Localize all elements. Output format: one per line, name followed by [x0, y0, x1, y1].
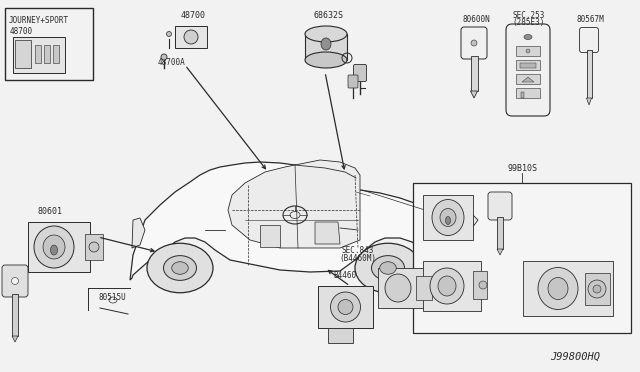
- Text: 48700: 48700: [10, 27, 33, 36]
- FancyBboxPatch shape: [506, 24, 550, 116]
- Text: 99B10S: 99B10S: [507, 164, 537, 173]
- Text: 80515U: 80515U: [98, 293, 126, 302]
- Ellipse shape: [538, 267, 578, 310]
- Bar: [175, 26, 207, 48]
- Bar: [497, 217, 503, 249]
- FancyBboxPatch shape: [488, 192, 512, 220]
- Text: SEC.253: SEC.253: [513, 11, 545, 20]
- Bar: [416, 276, 432, 300]
- Ellipse shape: [526, 49, 530, 53]
- Ellipse shape: [43, 235, 65, 259]
- Ellipse shape: [166, 32, 172, 36]
- Ellipse shape: [161, 54, 167, 60]
- Bar: [15, 40, 31, 68]
- Ellipse shape: [438, 276, 456, 296]
- Bar: [521, 92, 524, 98]
- Ellipse shape: [440, 208, 456, 227]
- Polygon shape: [315, 222, 340, 244]
- Bar: [305, 34, 347, 60]
- Ellipse shape: [89, 242, 99, 252]
- Polygon shape: [130, 162, 478, 280]
- Ellipse shape: [471, 40, 477, 46]
- Ellipse shape: [51, 245, 58, 255]
- Ellipse shape: [548, 278, 568, 299]
- Text: 48700: 48700: [180, 11, 205, 20]
- Ellipse shape: [12, 278, 19, 285]
- Bar: [35, 45, 41, 63]
- Ellipse shape: [588, 280, 606, 298]
- Ellipse shape: [432, 199, 464, 235]
- Text: 68632S: 68632S: [313, 11, 343, 20]
- Bar: [516, 88, 540, 98]
- Bar: [12, 294, 18, 336]
- Text: (B4460M): (B4460M): [339, 254, 376, 263]
- Polygon shape: [12, 336, 18, 342]
- Text: J99800HQ: J99800HQ: [550, 352, 600, 362]
- Ellipse shape: [172, 262, 188, 274]
- Bar: [53, 45, 59, 63]
- Ellipse shape: [305, 52, 347, 68]
- FancyBboxPatch shape: [348, 75, 358, 88]
- Ellipse shape: [330, 292, 360, 322]
- Text: B4460: B4460: [333, 271, 356, 280]
- Ellipse shape: [338, 299, 353, 314]
- Bar: [5, 8, 93, 80]
- Bar: [28, 222, 90, 272]
- Bar: [516, 46, 540, 56]
- Bar: [423, 195, 473, 240]
- Bar: [378, 268, 428, 308]
- Ellipse shape: [445, 217, 451, 224]
- Ellipse shape: [385, 274, 411, 302]
- Text: 80601: 80601: [38, 207, 63, 216]
- Bar: [85, 234, 103, 260]
- Polygon shape: [522, 77, 534, 82]
- Ellipse shape: [524, 35, 532, 39]
- Bar: [523, 261, 613, 316]
- Text: (285E3): (285E3): [513, 18, 545, 27]
- Polygon shape: [470, 91, 477, 98]
- Ellipse shape: [593, 285, 601, 293]
- Ellipse shape: [355, 243, 421, 293]
- Polygon shape: [260, 225, 280, 247]
- Bar: [585, 273, 610, 305]
- Polygon shape: [586, 98, 591, 105]
- Ellipse shape: [321, 38, 331, 50]
- Text: SEC.843: SEC.843: [342, 246, 374, 255]
- Bar: [470, 56, 477, 91]
- Text: 80600N: 80600N: [462, 15, 490, 24]
- Ellipse shape: [184, 30, 198, 44]
- Ellipse shape: [147, 243, 213, 293]
- FancyBboxPatch shape: [461, 27, 487, 59]
- Bar: [516, 60, 540, 70]
- Ellipse shape: [34, 226, 74, 268]
- FancyBboxPatch shape: [353, 64, 367, 81]
- Text: 80567M: 80567M: [576, 15, 604, 24]
- Bar: [44, 45, 50, 63]
- Bar: [13, 37, 65, 73]
- Bar: [520, 63, 536, 68]
- Bar: [413, 183, 631, 333]
- Text: JOURNEY+SPORT: JOURNEY+SPORT: [9, 16, 69, 25]
- Bar: [473, 271, 487, 299]
- Ellipse shape: [430, 268, 464, 304]
- Polygon shape: [497, 249, 503, 255]
- FancyBboxPatch shape: [2, 265, 28, 297]
- Bar: [423, 261, 481, 311]
- Bar: [516, 74, 540, 84]
- Polygon shape: [228, 160, 360, 248]
- Bar: [328, 328, 353, 343]
- Ellipse shape: [380, 262, 396, 274]
- Ellipse shape: [371, 256, 404, 280]
- FancyBboxPatch shape: [579, 28, 598, 52]
- Ellipse shape: [163, 256, 196, 280]
- Ellipse shape: [479, 281, 487, 289]
- Bar: [586, 50, 591, 98]
- Polygon shape: [132, 218, 145, 248]
- Bar: [318, 286, 373, 328]
- Text: 48700A: 48700A: [158, 58, 186, 67]
- Polygon shape: [455, 212, 478, 230]
- Ellipse shape: [305, 26, 347, 42]
